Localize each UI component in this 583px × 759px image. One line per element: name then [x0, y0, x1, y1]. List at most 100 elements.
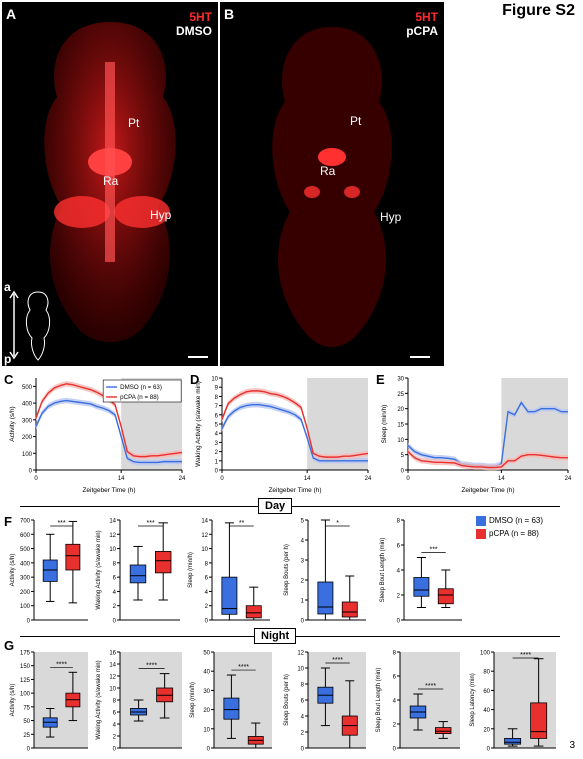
- legend: DMSO (n = 63) pCPA (n = 88): [476, 516, 543, 539]
- y-axis-label: Sleep Bouts (per h): [284, 674, 290, 726]
- y-tick-label: 4: [113, 590, 117, 596]
- y-tick-label: 25: [23, 733, 30, 739]
- y-tick-label: 400: [20, 561, 31, 567]
- legend-label-dmso: DMSO (n = 63): [489, 516, 544, 526]
- y-tick-label: 8: [113, 699, 117, 705]
- box-chart-svg: 0 100 200 300 400 500 600 700 Activity (s/h) ***: [10, 519, 88, 625]
- y-tick-label: 12: [297, 651, 304, 657]
- series-line-dmso: [35, 399, 182, 464]
- y-axis-label: Sleep Bouts (per h): [284, 544, 290, 596]
- box-chart-svg: 0 2 4 6 8 Sleep Bout Length (min) ****: [376, 651, 460, 753]
- y-tick-label: 14: [109, 519, 116, 525]
- y-tick-label: 600: [20, 533, 31, 539]
- y-tick-label: 15: [397, 423, 404, 429]
- y-tick-label: 300: [22, 418, 33, 424]
- y-axis-label: Waking Activity (s/awake min): [96, 660, 102, 739]
- y-tick-label: 0: [301, 619, 305, 625]
- box-pcpa: [341, 601, 358, 618]
- box-day-activity: 0 100 200 300 400 500 600 700 Activity (s/h) ***: [8, 514, 92, 626]
- y-tick-label: 0: [29, 469, 33, 475]
- label-ra-a: Ra: [103, 174, 119, 188]
- x-tick-label: 24: [179, 476, 186, 482]
- label-hyp-b: Hyp: [380, 210, 402, 224]
- panel-letter-g: G: [4, 638, 15, 653]
- y-axis-label: Waking Activity (s/awake min): [96, 530, 102, 609]
- y-tick-label: 4: [205, 590, 209, 596]
- y-tick-label: 14: [109, 663, 116, 669]
- y-tick-label: 25: [397, 392, 404, 398]
- y-tick-label: 4: [113, 723, 117, 729]
- y-tick-label: 10: [201, 547, 208, 553]
- legend-swatch-pcpa: [476, 529, 486, 539]
- y-tick-label: 125: [20, 678, 31, 684]
- y-tick-label: 10: [109, 547, 116, 553]
- y-tick-label: 60: [483, 689, 490, 695]
- y-tick-label: 2: [113, 604, 117, 610]
- y-tick-label: 0: [113, 619, 117, 625]
- y-axis-label: Sleep Latency (min): [470, 673, 476, 726]
- y-tick-label: 8: [393, 651, 397, 657]
- significance-label: ***: [429, 547, 437, 554]
- y-tick-label: 40: [483, 708, 490, 714]
- axis-label-posterior: p: [4, 352, 12, 366]
- box-night-sleep-bout-length: 0 2 4 6 8 Sleep Bout Length (min) ****: [374, 646, 464, 754]
- y-tick-label: 500: [22, 385, 33, 391]
- significance-label: ****: [332, 657, 343, 664]
- box-dmso: [317, 581, 334, 615]
- y-tick-label: 0: [487, 747, 491, 753]
- x-tick-label: 14: [118, 476, 125, 482]
- y-tick-label: 300: [20, 576, 31, 582]
- box-chart-svg: 0 1 2 3 4 5 Sleep Bouts (per h) *: [284, 519, 366, 625]
- box-night-sleep-latency: 0 20 40 60 80 100 Sleep Latency (min) ****: [468, 646, 560, 754]
- y-tick-label: 20: [203, 708, 210, 714]
- y-tick-label: 20: [397, 407, 404, 413]
- significance-label: ***: [57, 520, 65, 527]
- panel-letter-e: E: [376, 372, 385, 387]
- significance-label: ****: [238, 664, 249, 671]
- y-tick-label: 30: [203, 689, 210, 695]
- significance-label: ****: [520, 652, 531, 659]
- y-tick-label: 3: [215, 441, 219, 447]
- x-tick-label: 14: [498, 476, 505, 482]
- significance-label: ****: [56, 661, 67, 668]
- series-line-pcpa: [407, 451, 568, 469]
- box-night-sleep-bouts: 0 2 4 6 8 10 12 Sleep Bouts (per h) ****: [282, 646, 370, 754]
- y-tick-label: 12: [201, 533, 208, 539]
- y-tick-label: 175: [20, 651, 31, 657]
- y-tick-label: 4: [215, 432, 219, 438]
- legend-item-dmso: DMSO (n = 63): [476, 516, 543, 526]
- box-dmso: [129, 564, 147, 584]
- x-tick-label: 0: [34, 476, 38, 482]
- box-chart-svg: 0 20 40 60 80 100 Sleep Latency (min) ****: [470, 651, 556, 753]
- y-tick-label: 1: [215, 459, 219, 465]
- legend-swatch-dmso: [476, 516, 486, 526]
- box-pcpa: [245, 605, 262, 619]
- panel-letter-b: B: [224, 6, 235, 22]
- y-tick-label: 12: [109, 675, 116, 681]
- box-night-waking-activity: 0 2 4 6 8 10 12 14 16 Waking Activity (s/awake mi…: [94, 646, 186, 754]
- y-tick-label: 75: [23, 705, 30, 711]
- y-tick-label: 8: [215, 395, 219, 401]
- y-tick-label: 700: [20, 519, 31, 525]
- brain-image-pcpa: [272, 27, 392, 347]
- series-error-band: [36, 381, 182, 460]
- stain-label-a: 5HT: [189, 10, 212, 24]
- y-axis-label: Sleep Bout Length (min): [376, 668, 382, 733]
- box-night-sleep: 0 10 20 30 40 50 Sleep (min/h) ****: [188, 646, 276, 754]
- box-dmso: [223, 697, 240, 720]
- y-tick-label: 10: [109, 687, 116, 693]
- box-day-sleep-bout-length: 0 2 4 6 8 Sleep Bout Length (min) ***: [378, 514, 466, 626]
- y-tick-label: 4: [301, 715, 305, 721]
- y-tick-label: 5: [301, 519, 305, 525]
- y-tick-label: 0: [27, 619, 31, 625]
- x-tick-label: 24: [365, 476, 372, 482]
- y-tick-label: 80: [483, 670, 490, 676]
- line-chart-svg: 0 1 2 3 4 5 6 7 8 9 10 0 14 24 Zeitgeber Time (h) Wakin…: [195, 377, 372, 495]
- x-tick-label: 0: [220, 476, 224, 482]
- box-pcpa: [437, 588, 454, 605]
- significance-label: **: [239, 520, 245, 527]
- y-tick-label: 8: [113, 561, 117, 567]
- x-axis-label: Zeitgeber Time (h): [461, 487, 514, 494]
- x-tick-label: 0: [406, 476, 410, 482]
- y-tick-label: 16: [109, 651, 116, 657]
